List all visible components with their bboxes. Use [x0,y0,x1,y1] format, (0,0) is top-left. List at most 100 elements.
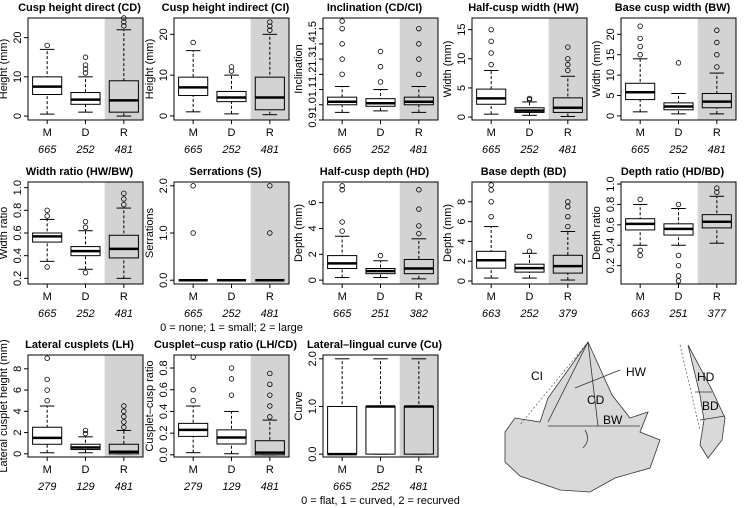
plot-frame [173,354,290,458]
sample-size: 665 [333,144,352,156]
outlier [675,60,682,66]
outlier [267,183,273,189]
box [254,76,285,111]
outlier [121,419,127,425]
y-tick-label: 0.4 [158,404,170,419]
x-tick-label: D [228,127,236,139]
panel-title: Lateral–lingual curve (Cu) [307,339,442,351]
outlier [267,414,273,420]
outlier [416,223,422,229]
outlier [637,35,643,42]
ci-line [547,341,589,423]
outlier [565,61,571,68]
x-tick-label: R [415,127,423,139]
panel-title: Depth ratio (HD/BD) [621,166,725,178]
panel-title: Inclination (CD/CI) [327,2,423,14]
outlier [44,397,50,404]
panel-title: Width ratio (HW/BW) [26,166,134,178]
plot-frame [322,181,439,285]
y-tick-label: 2 [12,430,24,436]
x-tick-label: M [338,464,347,476]
box [327,405,358,455]
y-tick-label: 0.9 [307,112,319,127]
sample-size: 379 [559,308,577,320]
x-tick-label: D [377,127,385,139]
y-tick-label: 5 [605,92,617,98]
outlier [637,52,643,58]
y-tick-label: 1.0 [605,176,617,191]
outlier [44,264,50,270]
y-tick-label: 8 [12,366,24,372]
y-tick-label: 6 [12,387,24,393]
hw-line [574,369,621,389]
outlier [377,79,384,85]
outlier [714,27,720,33]
outlier [190,387,196,393]
sample-size: 481 [115,144,133,156]
y-axis-label: Depth (mm) [442,204,454,262]
outlier [82,269,89,276]
y-tick-label: 0.4 [605,238,617,253]
sample-size: 252 [519,308,538,320]
sample-size: 251 [370,308,389,320]
x-tick-label: D [228,291,236,303]
box [108,443,139,455]
box [403,405,434,455]
outlier [339,56,345,62]
outlier [339,219,345,225]
outlier [267,230,273,236]
outlier [377,252,384,259]
x-tick-label: R [415,464,423,476]
note: 0 = none; 1 = small; 2 = large [160,322,303,334]
outlier [82,224,89,231]
plot-frame [620,181,737,285]
note: 0 = flat, 1 = curved, 2 = recurved [301,495,460,507]
y-tick-label: 2 [307,251,319,257]
box [254,440,285,456]
outlier [339,41,345,47]
outlier [488,187,494,193]
panel-title: Cusp height indirect (CI) [162,2,290,14]
y-tick-label: 6 [456,219,468,225]
outlier [565,213,571,220]
outlier [121,201,127,208]
x-tick-label: R [415,291,423,303]
plot-frame [27,181,144,285]
y-tick-label: 2 [456,258,468,264]
x-tick-label: R [564,127,572,139]
y-tick-label: 0 [605,113,617,119]
outlier [714,64,720,70]
panel: Inclination (CD/CI)Inclination0.91.01.11… [293,2,439,156]
y-tick-label: 4 [12,408,24,414]
x-tick-label: D [377,464,385,476]
sample-size: 252 [221,308,240,320]
outlier [44,355,50,361]
x-tick-label: M [487,127,496,139]
outlier [44,387,50,393]
y-tick-label: 10 [12,71,24,83]
y-tick-label: 1.0 [307,399,319,414]
y-axis-label: Height (mm) [0,39,10,100]
sample-size: 252 [668,144,687,156]
panel: Cusplet–cusp ratio (LH/CD) Cusplet–cusp r… [144,339,297,493]
outlier [637,252,643,259]
x-tick-label: D [82,464,90,476]
box [365,405,396,455]
sample-size: 663 [482,308,501,320]
outlier [190,183,196,189]
outlier [82,62,89,68]
shade [250,355,289,457]
y-tick-label: 0.6 [158,382,170,397]
y-tick-label: 20 [12,31,24,43]
tooth-detail [582,429,588,449]
outlier [714,52,720,58]
y-tick-label: 1.4 [307,36,319,51]
outlier [267,403,273,409]
y-tick-label: 1.0 [307,97,319,112]
y-axis-label: Serrations [144,207,156,258]
outlier [44,376,50,383]
sample-size: 252 [370,481,389,493]
diagram-label: CI [531,369,543,383]
outlier [565,56,571,62]
